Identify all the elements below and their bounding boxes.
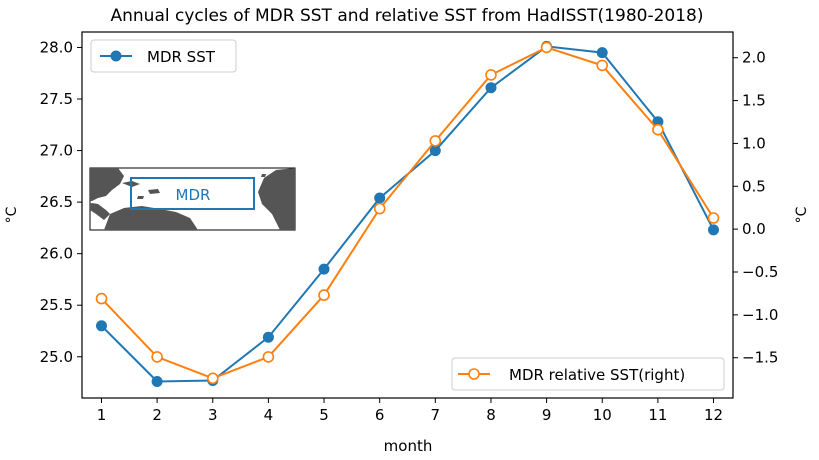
y-right-tick-label: −1.0	[742, 306, 778, 324]
data-point-mdr-relative-sst-right	[429, 135, 442, 147]
chart-title: Annual cycles of MDR SST and relative SS…	[111, 6, 704, 26]
legend-upper-left: MDR SST	[90, 39, 237, 73]
y-right-tick-label: 2.0	[742, 49, 766, 67]
y-left-tick-label: 25.0	[40, 348, 73, 366]
y-left-tick-label: 28.0	[40, 38, 73, 56]
y-right-tick-label: −1.5	[742, 349, 778, 367]
legend-marker-mdr-sst	[110, 50, 122, 62]
inset-land-south-america	[104, 206, 198, 230]
inset-map: MDR	[89, 167, 296, 231]
inset-mdr-label: MDR	[176, 186, 211, 204]
y-right-tick-label: 0.0	[742, 220, 766, 238]
data-point-mdr-sst	[708, 224, 719, 236]
data-point-mdr-relative-sst-right	[95, 292, 108, 305]
legend-lower-right: MDR relative SST(right)	[451, 357, 725, 391]
x-tick-label: 4	[264, 406, 274, 424]
data-point-mdr-relative-sst-right	[652, 123, 664, 136]
data-point-mdr-relative-sst-right	[707, 212, 720, 224]
x-tick-label: 5	[319, 406, 329, 424]
data-point-mdr-relative-sst-right	[596, 59, 609, 72]
data-point-mdr-relative-sst-right	[262, 351, 275, 363]
y-left-tick-label: 27.0	[40, 142, 73, 160]
data-point-mdr-sst	[429, 145, 441, 157]
legend-label-mdr-sst: MDR SST	[147, 48, 216, 66]
x-tick-label: 9	[542, 406, 552, 424]
y-axis-left-label: °C	[4, 206, 20, 223]
x-tick-label: 11	[648, 406, 667, 424]
x-tick-label: 6	[375, 406, 385, 424]
legend-marker-mdr-relative-sst	[468, 368, 480, 380]
y-right-tick-label: 1.0	[742, 134, 766, 152]
y-right-tick-label: 1.5	[742, 92, 766, 110]
data-point-mdr-sst	[262, 331, 274, 343]
data-point-mdr-relative-sst-right	[151, 351, 163, 363]
x-tick-label: 12	[704, 406, 723, 424]
y-left-tick-label: 25.5	[40, 296, 73, 314]
x-tick-label: 8	[486, 406, 496, 424]
data-point-mdr-relative-sst-right	[485, 69, 497, 81]
y-right-tick-label: 0.5	[742, 177, 766, 195]
axes-layer: 1 2 3 4 5 6 7 8 9 10 11 1225.025.526.026.527.027.52…	[40, 31, 778, 424]
x-tick-label: 10	[593, 406, 612, 424]
x-tick-label: 2	[152, 406, 162, 424]
x-tick-label: 3	[208, 406, 218, 424]
x-tick-label: 1	[97, 406, 107, 424]
data-point-mdr-sst	[485, 82, 497, 94]
inset-mdr-box	[130, 177, 255, 210]
y-right-tick-label: −0.5	[742, 263, 778, 281]
y-axis-right-label: °C	[794, 206, 810, 223]
data-point-mdr-sst	[318, 263, 330, 275]
data-point-mdr-relative-sst-right	[373, 202, 386, 215]
inset-land-africa	[258, 168, 295, 230]
inset-land-central-america	[90, 203, 110, 220]
series-layer	[95, 40, 720, 387]
inset-land-north-america	[90, 168, 124, 201]
x-tick-label: 7	[431, 406, 441, 424]
y-left-tick-label: 26.0	[40, 245, 73, 263]
series-line-mdr-relative-sst-right	[100, 46, 715, 380]
data-point-mdr-sst	[596, 47, 608, 59]
y-left-tick-label: 27.5	[40, 90, 73, 108]
x-axis-label: month	[384, 437, 433, 455]
data-point-mdr-sst	[151, 376, 163, 387]
legend-label-mdr-relative-sst: MDR relative SST(right)	[509, 366, 685, 384]
data-point-mdr-sst	[374, 192, 386, 204]
plot-frame	[81, 31, 734, 399]
data-point-mdr-relative-sst-right	[540, 41, 553, 54]
y-left-tick-label: 26.5	[40, 193, 73, 211]
data-point-mdr-relative-sst-right	[318, 289, 330, 301]
data-point-mdr-relative-sst-right	[207, 372, 219, 385]
inset-land-islands	[261, 174, 266, 177]
data-point-mdr-sst	[96, 320, 107, 332]
